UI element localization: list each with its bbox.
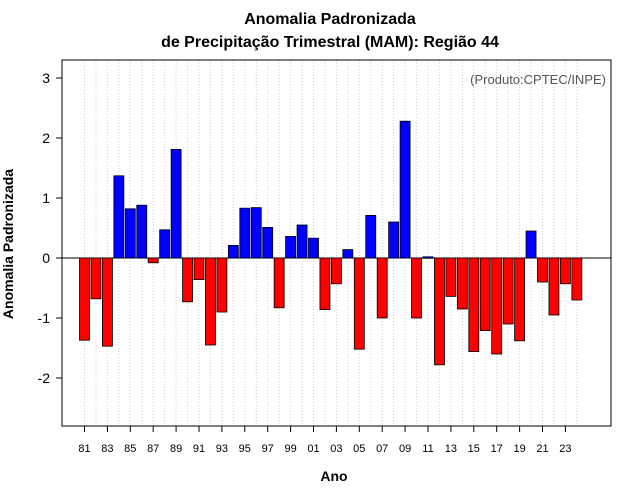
bar-2013	[445, 257, 457, 297]
bar-2007	[376, 257, 388, 319]
bar-1998	[273, 257, 285, 309]
grid-lines	[84, 60, 578, 426]
chart-title: Anomalia Padronizada	[244, 11, 416, 28]
bar-2019	[514, 257, 525, 342]
x-axis: 81 83 85 87 89 91 93 95 97 99 01 03 05 07 09 11 13 15 17 19…	[78, 426, 572, 455]
bar-2012	[434, 257, 445, 366]
y-axis: -2 -1 0 1 2 3	[38, 70, 62, 386]
bar-2018	[502, 257, 514, 325]
bar-2020	[525, 230, 537, 259]
bar-1987	[147, 257, 159, 264]
x-tick-label: 21	[536, 443, 548, 455]
bar-1984	[113, 175, 125, 259]
y-tick-label: -1	[38, 310, 51, 326]
x-tick-label: 81	[78, 443, 90, 455]
x-tick-label: 05	[353, 443, 365, 455]
source-note: (Produto:CPTEC/INPE)	[470, 72, 606, 87]
bar-2003	[330, 257, 342, 285]
x-tick-label: 07	[376, 443, 388, 455]
x-tick-label: 01	[307, 443, 319, 455]
x-tick-label: 87	[147, 443, 159, 455]
bar-1995	[239, 207, 251, 259]
bar-2010	[411, 257, 422, 319]
bar-2017	[491, 257, 503, 355]
bar-1982	[90, 257, 102, 300]
x-tick-label: 19	[513, 443, 525, 455]
y-tick-label: 2	[42, 130, 50, 146]
y-axis-title: Anomalia Padronizada	[0, 169, 16, 319]
bar-2008	[388, 221, 400, 259]
bar-2009	[399, 120, 411, 259]
y-tick-label: 0	[42, 250, 50, 266]
bar-2024	[571, 257, 583, 301]
bar-2014	[456, 257, 468, 310]
bar-2001	[308, 237, 319, 259]
bar-1993	[216, 257, 228, 313]
bar-1994	[227, 244, 239, 259]
bar-2015	[468, 257, 480, 352]
bar-1989	[170, 148, 182, 259]
bar-2005	[353, 257, 365, 350]
bar-1992	[205, 257, 216, 346]
bar-1990	[182, 257, 193, 303]
bar-2021	[537, 257, 548, 283]
bars	[79, 120, 583, 366]
bar-1999	[285, 235, 297, 259]
bar-1986	[136, 204, 148, 259]
x-tick-label: 83	[101, 443, 113, 455]
x-tick-label: 09	[399, 443, 411, 455]
x-axis-title: Ano	[320, 468, 347, 484]
y-tick-label: -2	[38, 370, 51, 386]
chart-subtitle: de Precipitação Trimestral (MAM): Região…	[161, 34, 499, 51]
bar-1991	[193, 257, 205, 281]
bar-2022	[548, 257, 560, 316]
bar-1997	[262, 226, 274, 259]
bar-1981	[79, 257, 90, 341]
bar-2000	[296, 224, 308, 259]
bar-1983	[102, 257, 113, 347]
y-tick-label: 1	[42, 190, 50, 206]
bar-1988	[159, 229, 171, 259]
x-tick-label: 93	[216, 443, 228, 455]
y-tick-label: 3	[42, 70, 50, 86]
x-tick-label: 85	[124, 443, 136, 455]
bar-2016	[479, 257, 491, 331]
x-tick-label: 97	[262, 443, 274, 455]
bar-1985	[124, 208, 136, 259]
x-tick-label: 89	[170, 443, 182, 455]
x-tick-label: 95	[239, 443, 251, 455]
bar-2011	[422, 256, 434, 259]
x-tick-label: 03	[330, 443, 342, 455]
x-tick-label: 15	[468, 443, 480, 455]
x-tick-label: 13	[445, 443, 457, 455]
x-tick-label: 99	[284, 443, 296, 455]
x-tick-label: 23	[559, 443, 571, 455]
x-tick-label: 17	[491, 443, 503, 455]
bar-2002	[319, 257, 331, 310]
x-tick-label: 91	[193, 443, 205, 455]
bar-1996	[250, 207, 262, 259]
bar-2004	[342, 249, 354, 259]
x-tick-label: 11	[422, 443, 433, 455]
bar-2006	[365, 214, 377, 259]
bar-2023	[560, 257, 571, 285]
